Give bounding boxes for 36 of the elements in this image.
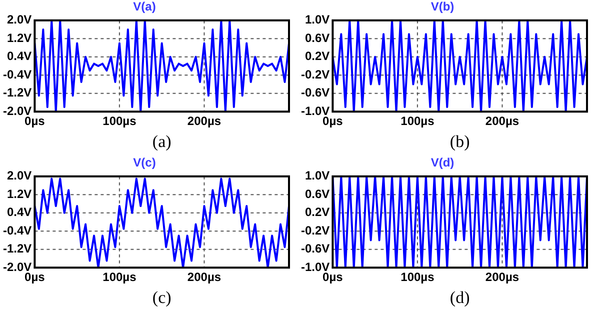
chart-title: V(b) (430, 0, 454, 14)
y-tick-label: -1.2V (2, 86, 32, 100)
chart-title: V(d) (430, 156, 454, 170)
text: (c) (152, 288, 172, 307)
y-tick-label: 0.2V (304, 205, 330, 220)
y-tick-label: -1.2V (2, 242, 32, 256)
y-tick-label: -0.2V (300, 67, 330, 82)
y-tick-label: 0.4V (6, 205, 32, 220)
y-tick-label: 0.6V (304, 30, 330, 45)
y-tick-label: 2.0V (6, 168, 32, 183)
y-tick-label: 1.0V (304, 168, 330, 183)
chart-title: V(a) (133, 0, 156, 14)
y-tick-label: 0.6V (304, 186, 330, 201)
text: (d) (450, 288, 470, 307)
y-tick-label: -0.4V (2, 223, 32, 238)
y-tick-label: -0.2V (300, 223, 330, 238)
y-tick-label: 2.0V (6, 12, 32, 27)
x-tick-label: 100µs (102, 114, 137, 128)
x-tick-label: 100µs (400, 270, 435, 284)
chart-title: V(c) (133, 156, 156, 170)
y-tick-label: 1.0V (304, 12, 330, 27)
x-tick-label: 200µs (187, 114, 222, 128)
x-tick-label: 200µs (187, 270, 222, 284)
text: (b) (450, 132, 470, 151)
y-tick-label: 0.2V (304, 49, 330, 64)
x-tick-label: 100µs (400, 114, 435, 128)
x-tick-label: 100µs (102, 270, 137, 284)
x-tick-label: 200µs (485, 114, 520, 128)
text: (a) (152, 132, 172, 151)
x-tick-label: 200µs (485, 270, 520, 284)
y-tick-label: 1.2V (6, 186, 32, 201)
y-tick-label: -0.4V (2, 67, 32, 82)
y-tick-label: 1.2V (6, 30, 32, 45)
y-tick-label: -0.6V (300, 86, 330, 100)
y-tick-label: -0.6V (300, 242, 330, 256)
y-tick-label: 0.4V (6, 49, 32, 64)
